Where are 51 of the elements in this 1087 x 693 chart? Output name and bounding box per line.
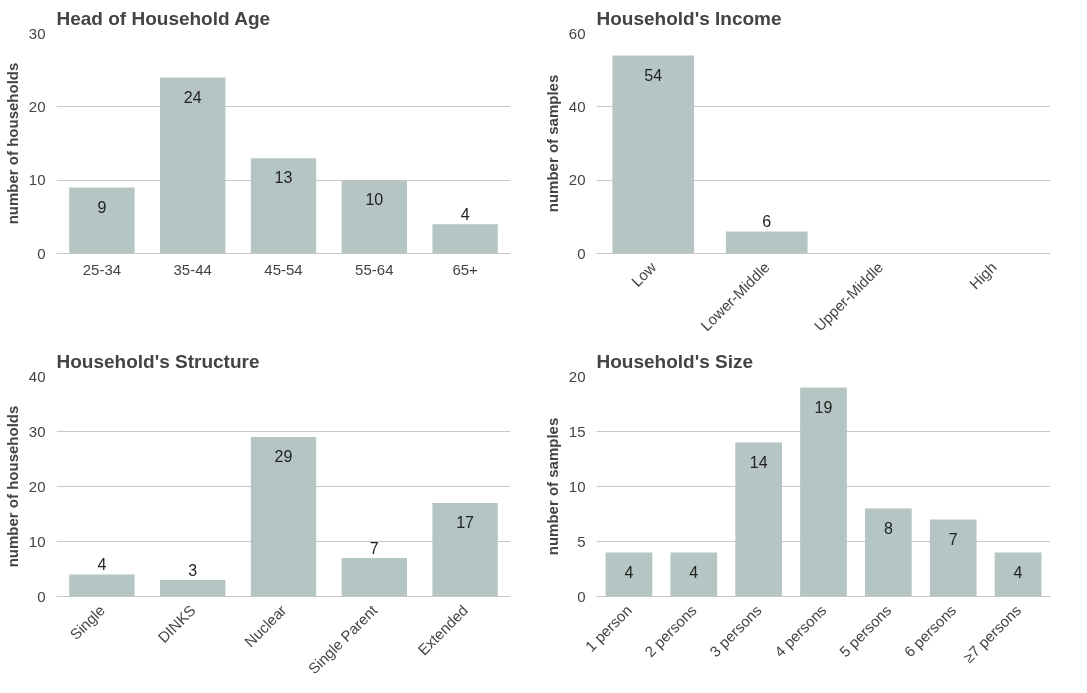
y-tick-label: 20: [568, 367, 586, 385]
y-axis-title: number of samples: [543, 417, 561, 556]
data-label: 54: [644, 66, 663, 84]
y-tick-label: 30: [28, 24, 46, 42]
y-axis-title: number of samples: [543, 74, 561, 213]
y-tick-label: 0: [37, 587, 46, 605]
data-label: 14: [749, 453, 768, 471]
data-label: 7: [948, 530, 958, 548]
y-tick-label: 20: [568, 171, 586, 189]
x-tick-label: 55-64: [355, 260, 394, 278]
data-label: 4: [1013, 563, 1023, 581]
x-tick-label: 45-54: [264, 260, 303, 278]
data-label: 9: [97, 198, 107, 216]
y-tick-label: 10: [28, 532, 46, 550]
y-tick-label: 5: [577, 532, 586, 550]
data-label: 4: [97, 556, 107, 574]
chart-title: Household's Size: [596, 350, 754, 372]
chart-title: Household's Structure: [56, 350, 260, 372]
data-label: 4: [460, 205, 470, 223]
data-label: 4: [624, 563, 634, 581]
y-tick-label: 40: [568, 97, 586, 115]
y-tick-label: 10: [28, 171, 46, 189]
data-label: 8: [883, 519, 893, 537]
y-tick-label: 0: [577, 244, 586, 262]
x-tick-label: 35-44: [173, 260, 212, 278]
y-tick-label: 20: [28, 477, 46, 495]
data-label: 13: [274, 169, 293, 187]
chart-title: Household's Income: [596, 7, 782, 29]
data-label: 6: [762, 213, 772, 231]
y-tick-label: 60: [568, 24, 586, 42]
data-label: 29: [274, 448, 293, 466]
y-tick-label: 20: [28, 97, 46, 115]
x-tick-label: Low: [627, 258, 660, 290]
data-label: 24: [183, 88, 202, 106]
x-tick-label: 25-34: [82, 260, 122, 278]
chart-title: Head of Household Age: [56, 7, 271, 29]
data-label: 19: [814, 398, 833, 416]
y-tick-label: 10: [568, 477, 586, 495]
y-tick-label: 30: [28, 422, 46, 440]
data-label: 4: [689, 563, 699, 581]
y-tick-label: 0: [577, 587, 586, 605]
data-label: 3: [188, 561, 198, 579]
y-axis-title: number of households: [3, 405, 21, 568]
y-tick-label: 40: [28, 367, 46, 385]
x-tick-label: 65+: [452, 260, 479, 278]
data-label: 10: [365, 191, 384, 209]
data-label: 17: [456, 514, 475, 532]
y-tick-label: 0: [37, 244, 46, 262]
y-axis-title: number of households: [3, 62, 21, 225]
data-label: 7: [369, 539, 379, 557]
y-tick-label: 15: [568, 422, 586, 440]
